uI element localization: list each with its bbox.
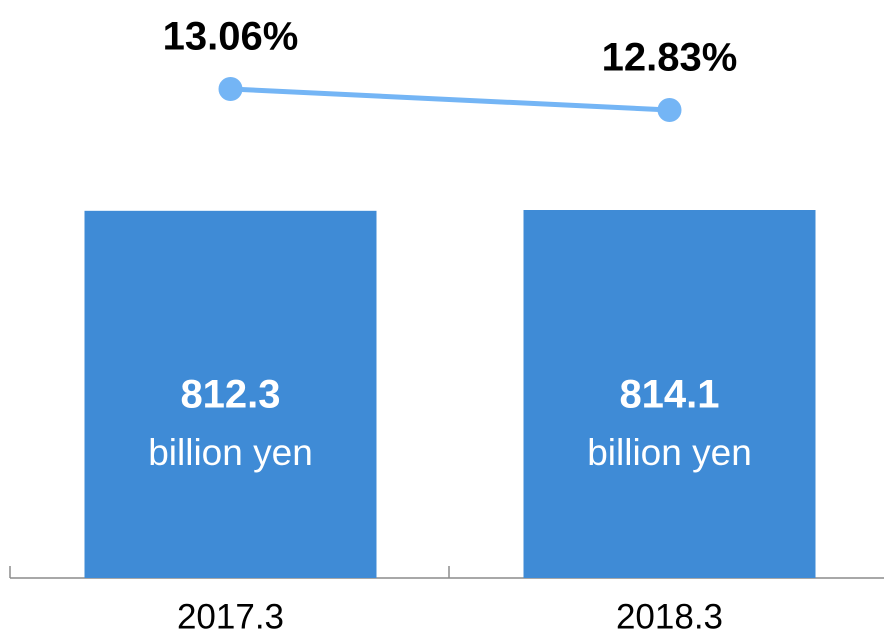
line-marker <box>657 98 682 122</box>
line-value-label: 13.06% <box>163 15 299 59</box>
line <box>230 86 670 113</box>
line-value-label: 12.83% <box>602 36 738 80</box>
bar-value-label: 814.1 <box>619 373 719 417</box>
bar <box>523 210 816 578</box>
bar <box>84 210 377 578</box>
x-tick-label: 2018.3 <box>616 597 723 636</box>
bar-unit-label: billion yen <box>587 432 752 473</box>
bar-value-label: 812.3 <box>180 373 280 417</box>
x-tick-label: 2017.3 <box>177 597 284 636</box>
bar-unit-label: billion yen <box>148 432 313 473</box>
line-marker <box>218 77 243 101</box>
